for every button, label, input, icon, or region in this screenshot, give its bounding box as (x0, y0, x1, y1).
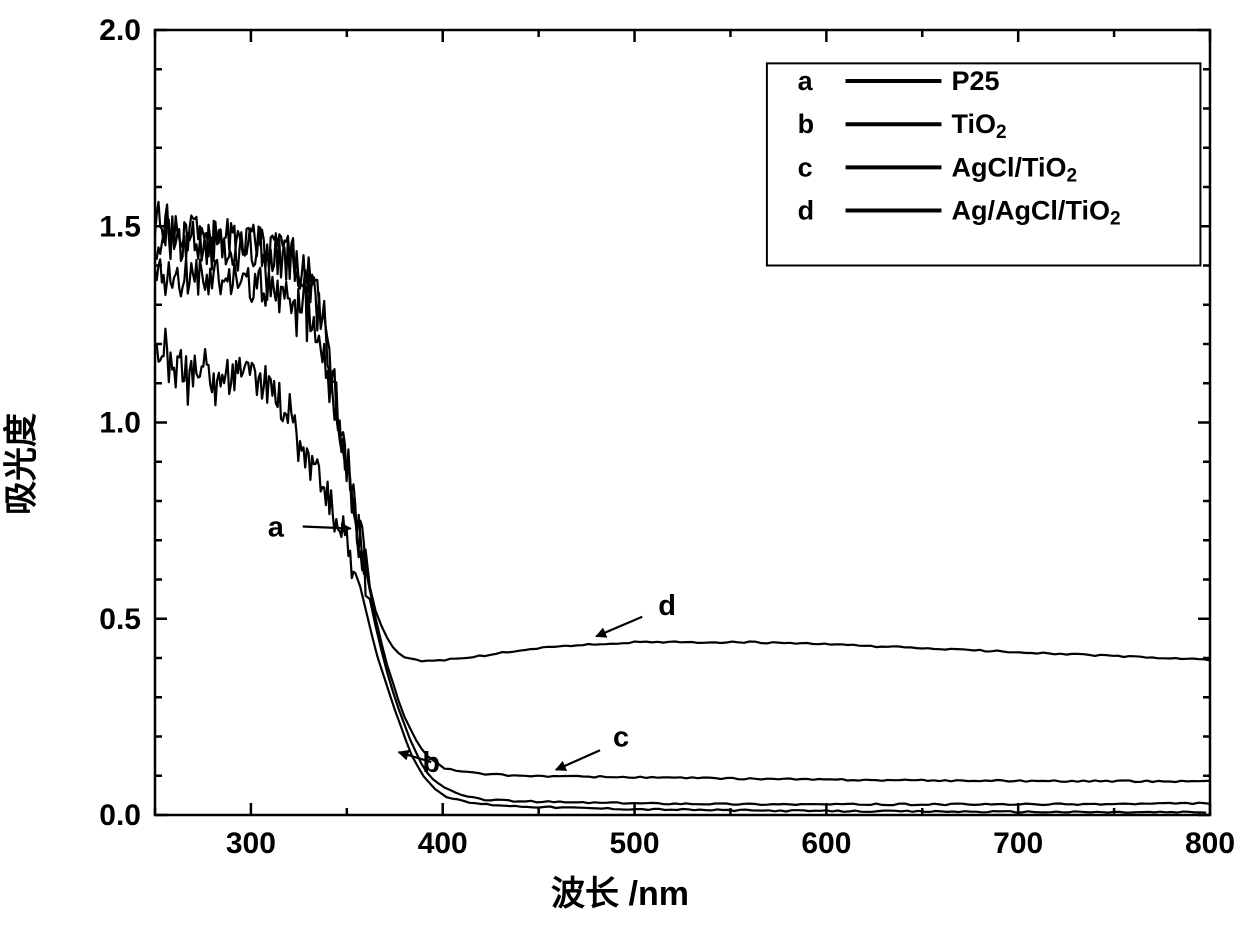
legend-letter-a: a (798, 66, 814, 96)
svg-text:1.5: 1.5 (99, 210, 141, 243)
legend-letter-d: d (798, 196, 815, 226)
annotation-arrow-c (556, 750, 600, 770)
svg-text:0.0: 0.0 (99, 799, 141, 832)
series-d (155, 216, 1210, 661)
svg-text:800: 800 (1185, 827, 1235, 860)
annotation-d: d (658, 590, 676, 622)
annotation-b: b (422, 747, 440, 779)
legend-label-a: P25 (951, 66, 999, 96)
annotation-c: c (613, 722, 629, 754)
legend-label-d: Ag/AgCl/TiO2 (951, 196, 1120, 230)
svg-text:1.0: 1.0 (99, 407, 141, 440)
svg-text:0.5: 0.5 (99, 603, 141, 636)
svg-text:600: 600 (801, 827, 851, 860)
chart-svg: 0.00.51.01.52.0300400500600700800abcdaP2… (0, 0, 1240, 927)
series-b (155, 258, 1210, 805)
svg-text:500: 500 (610, 827, 660, 860)
x-axis-label: 波长 /nm (551, 866, 689, 915)
y-axis-label: 吸光度 (0, 413, 43, 515)
uv-vis-absorbance-chart: 吸光度 波长 /nm 0.0 0.5 1.0 1.5 2.0 300 400 500 600 70… (0, 0, 1240, 927)
legend-letter-c: c (798, 152, 813, 182)
annotation-arrow-d (596, 617, 642, 637)
svg-text:300: 300 (226, 827, 276, 860)
series-a (155, 329, 1206, 813)
svg-text:700: 700 (993, 827, 1043, 860)
annotation-a: a (268, 512, 285, 544)
series-c (155, 202, 1210, 782)
svg-text:400: 400 (418, 827, 468, 860)
legend-label-c: AgCl/TiO2 (951, 152, 1077, 186)
legend-letter-b: b (798, 109, 815, 139)
svg-text:2.0: 2.0 (99, 14, 141, 47)
